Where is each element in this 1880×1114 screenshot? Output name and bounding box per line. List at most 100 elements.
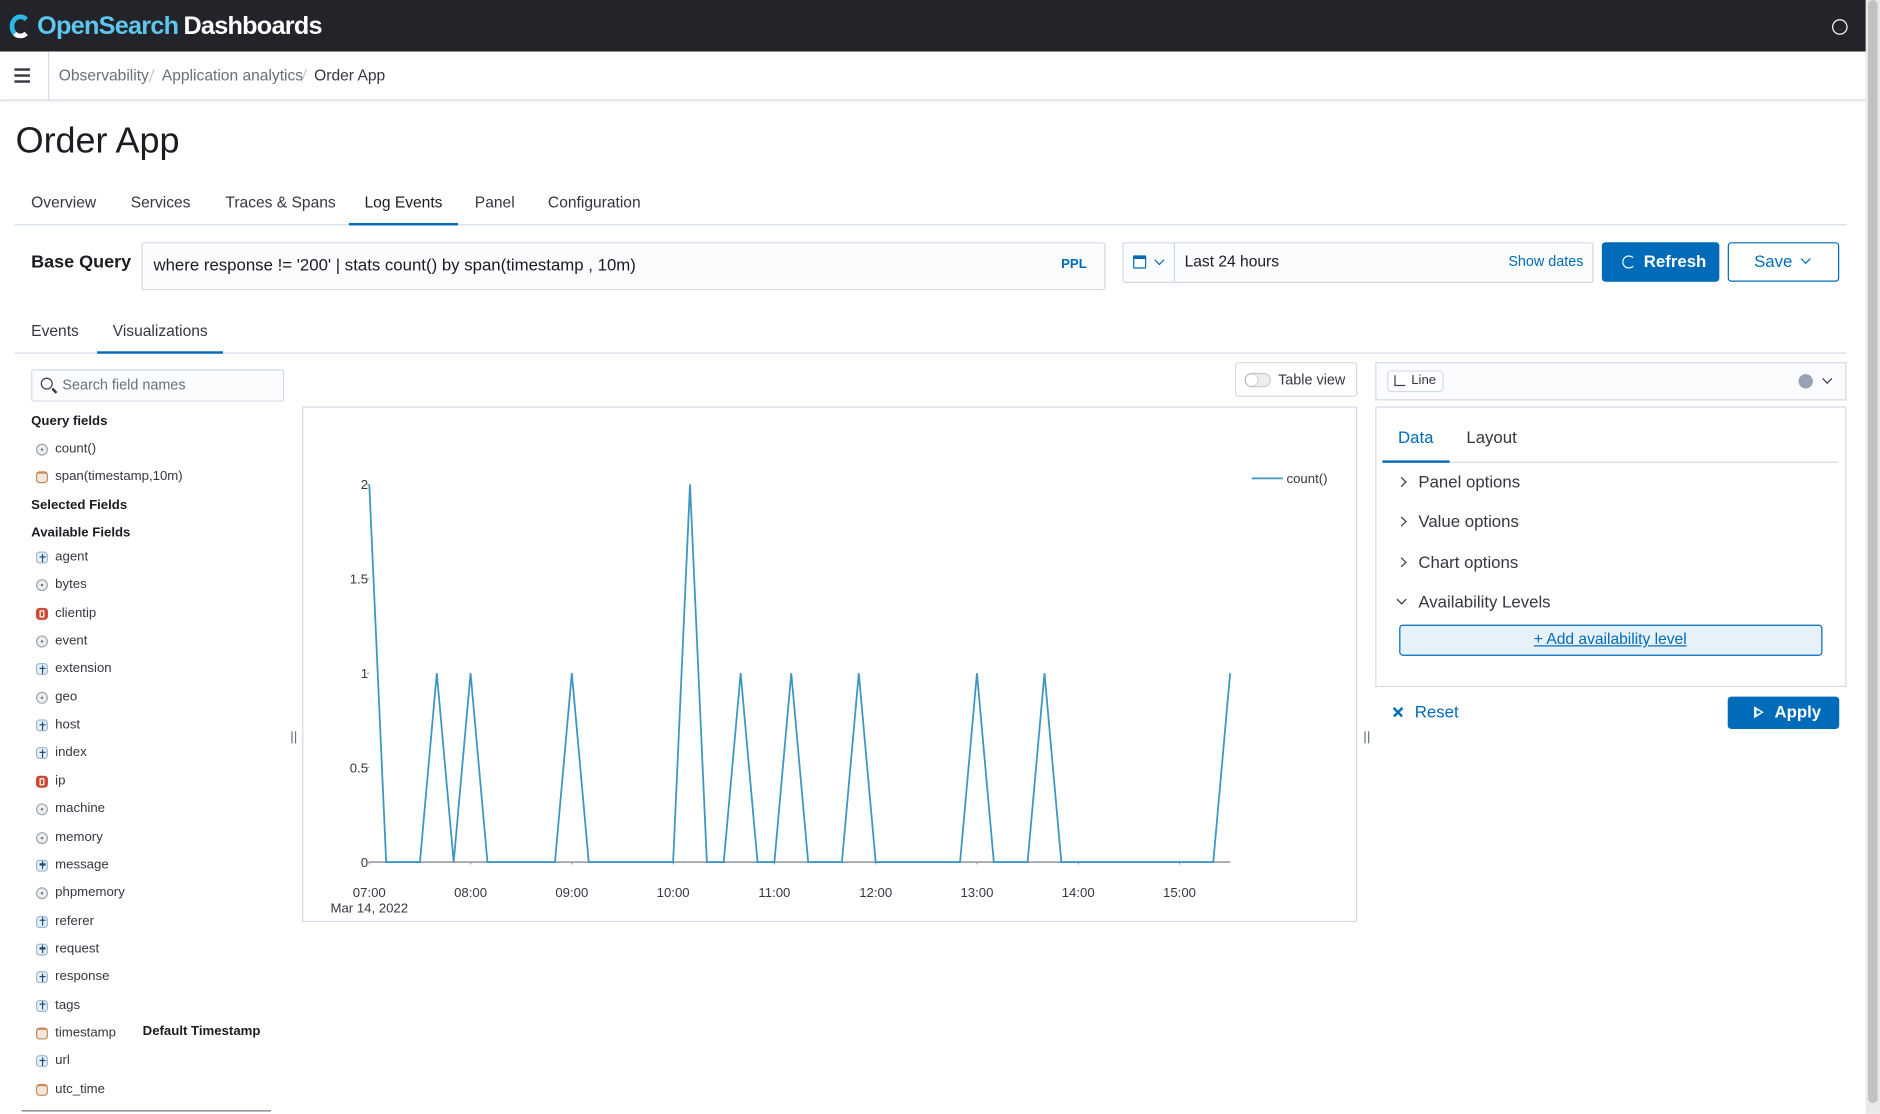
chart: 0 0.5 1 1.5 2 07:00 08:00 09:00 10:00 11:00 12:00 1… [330, 471, 1328, 915]
accordion-title[interactable]: Availability Levels [1418, 592, 1551, 612]
search-placeholder: Search field names [62, 376, 186, 394]
line-icon [1394, 375, 1406, 387]
x-tick-label: 15:00 [1163, 885, 1196, 900]
menu-icon-line[interactable] [14, 74, 30, 77]
brand-open: OpenSearch [37, 12, 179, 41]
field-icon-string-stem [41, 861, 43, 870]
clear-icon[interactable] [1798, 374, 1813, 389]
search-icon [40, 377, 53, 390]
field-name[interactable]: response [55, 969, 110, 984]
field-icon-string-bar [38, 947, 45, 950]
field-icon-ip [35, 607, 48, 620]
table-view-label: Table view [1278, 371, 1346, 389]
field-icon-string-bar [38, 723, 45, 726]
config-tab[interactable]: Data [1398, 427, 1434, 447]
add-level-button[interactable] [1399, 624, 1823, 656]
y-tick-label: 2 [361, 477, 368, 492]
subtabs-border [14, 352, 1847, 354]
query-language[interactable]: PPL [1061, 257, 1087, 272]
data-line [368, 484, 1232, 863]
field-name[interactable]: geo [55, 689, 78, 704]
config-tab[interactable]: Layout [1466, 427, 1517, 447]
field-name[interactable]: clientip [55, 605, 97, 620]
field-name[interactable]: request [55, 941, 100, 956]
show-dates[interactable]: Show dates [1508, 252, 1584, 270]
toggle-knob [1245, 374, 1258, 387]
field-name[interactable]: timestamp [55, 1025, 117, 1040]
refresh-label: Refresh [1643, 251, 1707, 271]
x-tick-label: 12:00 [859, 885, 892, 900]
date-range: Last 24 hours [1184, 252, 1280, 271]
sidebar-bottom-line [21, 1110, 271, 1112]
field-name[interactable]: machine [55, 801, 106, 816]
field-name[interactable]: referer [55, 913, 95, 928]
accordion-title[interactable]: Value options [1418, 511, 1519, 532]
date-quick-menu[interactable] [1122, 242, 1176, 283]
field-icon-number-dot [40, 836, 44, 839]
add-level-label: + Add availability level [1533, 629, 1687, 648]
resize-handle [294, 731, 296, 744]
field-search[interactable] [31, 369, 285, 402]
y-tick-label: 1.5 [350, 572, 368, 587]
field-name[interactable]: index [55, 745, 87, 760]
field-name[interactable]: tags [55, 997, 81, 1012]
query-text: where response != '200' | stats count() … [153, 254, 636, 275]
field-name[interactable]: memory [55, 829, 103, 844]
save-button[interactable] [1727, 242, 1840, 282]
field-icon-date [35, 471, 48, 484]
field-name[interactable]: ip [55, 773, 66, 788]
subtab[interactable]: Visualizations [112, 321, 208, 340]
field-name[interactable]: message [55, 857, 109, 872]
field-icon-string-stem [41, 1057, 43, 1066]
x-tick-label: 11:00 [758, 885, 790, 900]
field-icon-date [35, 1083, 48, 1096]
tab[interactable]: Configuration [547, 193, 641, 212]
top-bar [0, 0, 1880, 52]
field-badge: Default Timestamp [142, 1024, 261, 1039]
query-label: Base Query [31, 251, 132, 273]
field-name[interactable]: utc_time [55, 1081, 106, 1096]
accordion-title[interactable]: Panel options [1418, 471, 1521, 492]
field-name[interactable]: host [55, 717, 81, 732]
tab[interactable]: Traces & Spans [225, 193, 336, 212]
field-name[interactable]: event [55, 633, 88, 648]
field-icon-ip [35, 775, 48, 788]
field-icon-string-bar [38, 751, 45, 754]
field-name[interactable]: extension [55, 661, 112, 676]
breadcrumb[interactable]: Application analytics [161, 66, 304, 85]
section-title: Available Fields [31, 525, 131, 541]
tab[interactable]: Log Events [364, 193, 443, 212]
x-tick-label: 14:00 [1062, 885, 1095, 900]
field-name[interactable]: count() [55, 441, 97, 457]
field-name[interactable]: phpmemory [55, 885, 125, 900]
chart-type-badge [1387, 370, 1444, 393]
subtab[interactable]: Events [31, 321, 79, 340]
reset-button[interactable]: Reset [1414, 702, 1459, 722]
field-icon-string-stem [41, 1001, 43, 1010]
section-title: Query fields [31, 414, 108, 429]
field-icon-string-stem [41, 973, 43, 982]
tab[interactable]: Overview [31, 193, 97, 212]
field-icon-string-stem [41, 721, 43, 730]
refresh-button[interactable] [1601, 242, 1720, 282]
field-icon-ip-mark [39, 777, 45, 786]
tab[interactable]: Services [130, 193, 191, 212]
help-icon[interactable] [1832, 19, 1848, 35]
tab-underline [348, 223, 459, 226]
field-name[interactable]: span(timestamp,10m) [55, 469, 183, 485]
apply-button[interactable] [1727, 696, 1840, 729]
y-tick-label: 0 [361, 855, 368, 870]
field-name[interactable]: agent [55, 549, 89, 565]
chart-type-select[interactable] [1375, 362, 1847, 401]
legend-label: count() [1287, 471, 1328, 486]
breadcrumb[interactable]: Observability [58, 66, 149, 85]
query-input[interactable] [141, 242, 1106, 291]
apply-icon-hole [1755, 709, 1761, 714]
menu-icon-line[interactable] [14, 68, 30, 71]
tab[interactable]: Panel [474, 193, 515, 212]
accordion-title[interactable]: Chart options [1418, 552, 1519, 572]
field-name[interactable]: bytes [55, 577, 87, 592]
field-name[interactable]: url [55, 1053, 70, 1068]
menu-icon-line[interactable] [14, 80, 30, 83]
